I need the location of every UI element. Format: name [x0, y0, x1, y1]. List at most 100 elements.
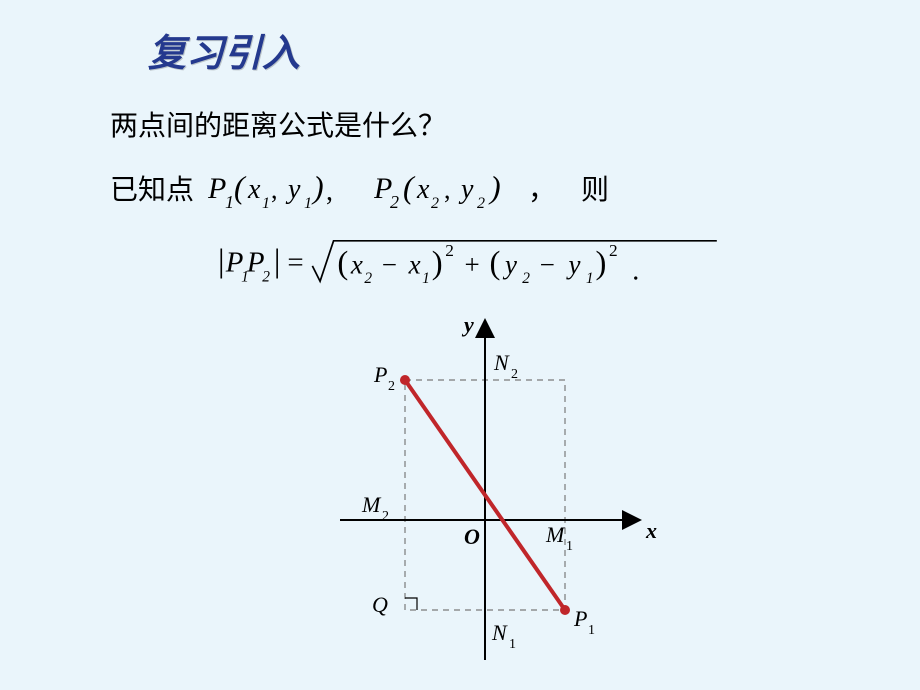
- p2-sub: 2: [390, 192, 399, 212]
- label-n1-sub: 1: [509, 637, 516, 652]
- p1-x: x: [247, 174, 261, 205]
- svg-text:y: y: [458, 174, 474, 205]
- svg-text:2: 2: [262, 268, 270, 285]
- fy2: y: [502, 250, 517, 280]
- page-title: 复习引入: [148, 22, 300, 77]
- label-n2: N: [493, 350, 510, 375]
- svg-text:1: 1: [304, 195, 312, 212]
- svg-text:): ): [595, 246, 606, 282]
- bar1: |: [218, 244, 225, 280]
- svg-text:(: (: [403, 170, 416, 205]
- label-p1-sub: 1: [588, 623, 595, 638]
- fy1: y: [566, 250, 581, 280]
- svg-text:): ): [488, 170, 501, 205]
- label-n1: N: [491, 620, 508, 645]
- feq: =: [287, 247, 303, 279]
- p1-sep: ,: [326, 176, 333, 207]
- x-axis-label: x: [645, 518, 657, 543]
- then-word: 则: [581, 175, 609, 206]
- p2-expression: P 2 ( x 2 , y 2 ): [374, 170, 534, 214]
- svg-text:+: +: [465, 250, 480, 280]
- label-m1: M: [545, 522, 566, 547]
- then-comma: ，: [528, 175, 556, 206]
- svg-text:2: 2: [445, 241, 454, 260]
- fy1s: 1: [586, 270, 594, 287]
- p1-p: P: [208, 172, 226, 205]
- fx2s: 2: [364, 270, 372, 287]
- svg-text:(: (: [234, 170, 247, 205]
- svg-text:y: y: [502, 250, 517, 280]
- svg-text:−: −: [540, 250, 555, 280]
- svg-text:|: |: [274, 244, 281, 280]
- fplus: +: [465, 250, 480, 280]
- right-angle-icon: [405, 598, 417, 610]
- point-p1: [560, 605, 570, 615]
- svg-text:.: .: [632, 254, 639, 286]
- svg-text:,: ,: [444, 175, 451, 204]
- origin-label: O: [464, 524, 480, 549]
- fy2s: 2: [522, 270, 530, 287]
- svg-text:y: y: [566, 250, 581, 280]
- svg-text:2: 2: [431, 195, 439, 212]
- svg-text:(: (: [490, 246, 501, 282]
- fx1: x: [408, 250, 421, 280]
- y-axis-label: y: [461, 312, 474, 337]
- distance-formula: | P 1 P 2 | = ( x 2 − x 1 ) 2 + ( y 2 − …: [218, 232, 738, 292]
- svg-text:,: ,: [271, 175, 278, 204]
- svg-text:x: x: [350, 250, 363, 280]
- question-text: 两点间的距离公式是什么？: [110, 104, 446, 144]
- svg-text:2: 2: [609, 241, 618, 260]
- p1-expression: P 1 ( x 1 , y 1 ) ,: [208, 170, 368, 214]
- prefix-text: 已知点: [110, 175, 194, 206]
- label-p2: P: [373, 362, 387, 387]
- svg-text:1: 1: [225, 192, 234, 212]
- p1-ysub: 1: [304, 195, 312, 212]
- fp2s: 2: [262, 268, 270, 285]
- p1-y: y: [285, 174, 301, 205]
- fx1s: 1: [422, 270, 430, 287]
- p1-comma: ,: [271, 175, 278, 204]
- frp1: ): [432, 246, 443, 282]
- frp2: ): [595, 246, 606, 282]
- p1-xsub: 1: [262, 195, 270, 212]
- svg-text:): ): [432, 246, 443, 282]
- point-p2: [400, 375, 410, 385]
- fminus1: −: [382, 250, 397, 280]
- p2-rp: ): [488, 170, 501, 205]
- svg-text:P: P: [208, 172, 226, 205]
- label-q: Q: [372, 592, 388, 617]
- label-m2: M: [361, 492, 382, 517]
- svg-text:2: 2: [364, 270, 372, 287]
- label-p1: P: [573, 606, 587, 631]
- svg-text:=: =: [287, 247, 303, 279]
- given-prefix: 已知点: [110, 168, 194, 208]
- p2-ysub: 2: [477, 195, 485, 212]
- svg-text:y: y: [285, 174, 301, 205]
- svg-text:x: x: [247, 174, 261, 205]
- svg-text:(: (: [337, 246, 348, 282]
- label-n2-sub: 2: [511, 367, 518, 382]
- then-text: ， 则: [528, 168, 609, 208]
- coordinate-diagram: y x O P 2 P 1 N 2 N 1 M 1 M 2 Q: [310, 310, 670, 670]
- p2-xsub: 2: [431, 195, 439, 212]
- label-m1-sub: 1: [566, 539, 573, 554]
- fminus2: −: [540, 250, 555, 280]
- p2-y: y: [458, 174, 474, 205]
- p2-x: x: [416, 174, 430, 205]
- bar2: |: [274, 244, 281, 280]
- fx2: x: [350, 250, 363, 280]
- svg-text:2: 2: [390, 192, 399, 212]
- p2-lp: (: [403, 170, 416, 205]
- fsq2: 2: [609, 241, 618, 260]
- p2-comma: ,: [444, 175, 451, 204]
- svg-text:,: ,: [326, 176, 333, 207]
- flp2: (: [490, 246, 501, 282]
- svg-text:−: −: [382, 250, 397, 280]
- svg-text:): ): [311, 170, 324, 205]
- svg-text:|: |: [218, 244, 225, 280]
- svg-text:2: 2: [522, 270, 530, 287]
- fdot: .: [632, 254, 639, 286]
- label-p2-sub: 2: [388, 379, 395, 394]
- label-m2-sub: 2: [382, 509, 389, 524]
- fsq1: 2: [445, 241, 454, 260]
